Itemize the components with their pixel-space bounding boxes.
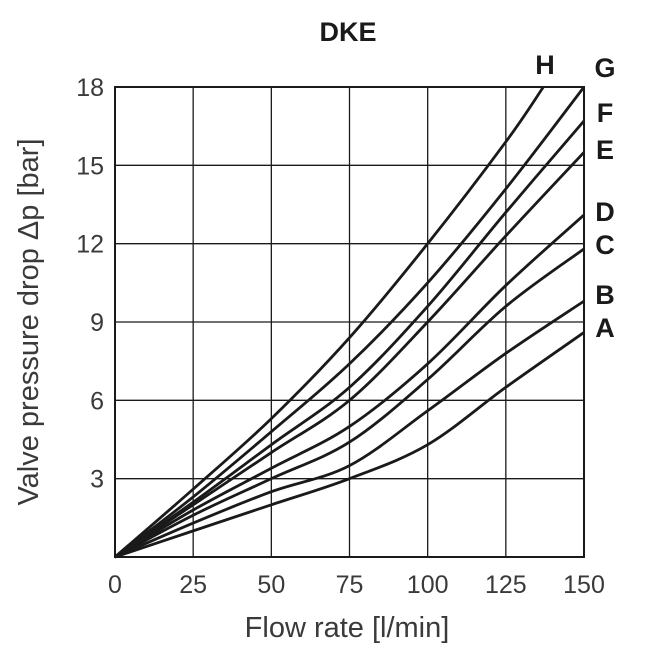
grid: [115, 87, 584, 557]
series-line-b: [114, 299, 585, 559]
x-tick-label: 150: [563, 571, 605, 599]
x-tick-labels: 0 25 50 75 100 125 150: [108, 571, 605, 599]
y-tick-label: 12: [76, 231, 104, 259]
series-label-c: C: [595, 230, 615, 260]
series-label-g: G: [594, 53, 615, 83]
series-line-d: [114, 213, 585, 559]
series-line-f: [114, 120, 586, 559]
series-lines: [114, 86, 586, 559]
series-line-h: [114, 86, 545, 559]
series-line-a: [114, 331, 585, 559]
x-tick-label: 75: [336, 571, 364, 599]
y-tick-labels: 3 6 9 12 15 18: [76, 74, 104, 494]
series-label-h: H: [535, 50, 555, 80]
y-tick-label: 9: [90, 309, 104, 337]
y-tick-label: 3: [90, 466, 104, 494]
plot-frame: [114, 86, 585, 558]
y-axis-label: Valve pressure drop Δp [bar]: [13, 138, 45, 505]
series-line-g: [114, 86, 586, 559]
chart-title: DKE: [319, 17, 376, 47]
x-tick-label: 25: [179, 571, 207, 599]
series-line-c: [114, 247, 585, 559]
series-label-b: B: [595, 280, 615, 310]
series-label-e: E: [596, 135, 614, 165]
x-tick-label: 125: [485, 571, 527, 599]
y-tick-label: 15: [76, 152, 104, 180]
y-tick-label: 18: [76, 74, 104, 102]
series-line-e: [114, 151, 586, 559]
series-label-f: F: [597, 98, 614, 128]
x-tick-label: 50: [257, 571, 285, 599]
series-label-d: D: [595, 197, 615, 227]
y-tick-label: 6: [90, 387, 104, 415]
series-label-a: A: [595, 313, 615, 343]
x-tick-label: 0: [108, 571, 122, 599]
x-axis-label: Flow rate [l/min]: [245, 612, 450, 644]
x-tick-label: 100: [407, 571, 449, 599]
